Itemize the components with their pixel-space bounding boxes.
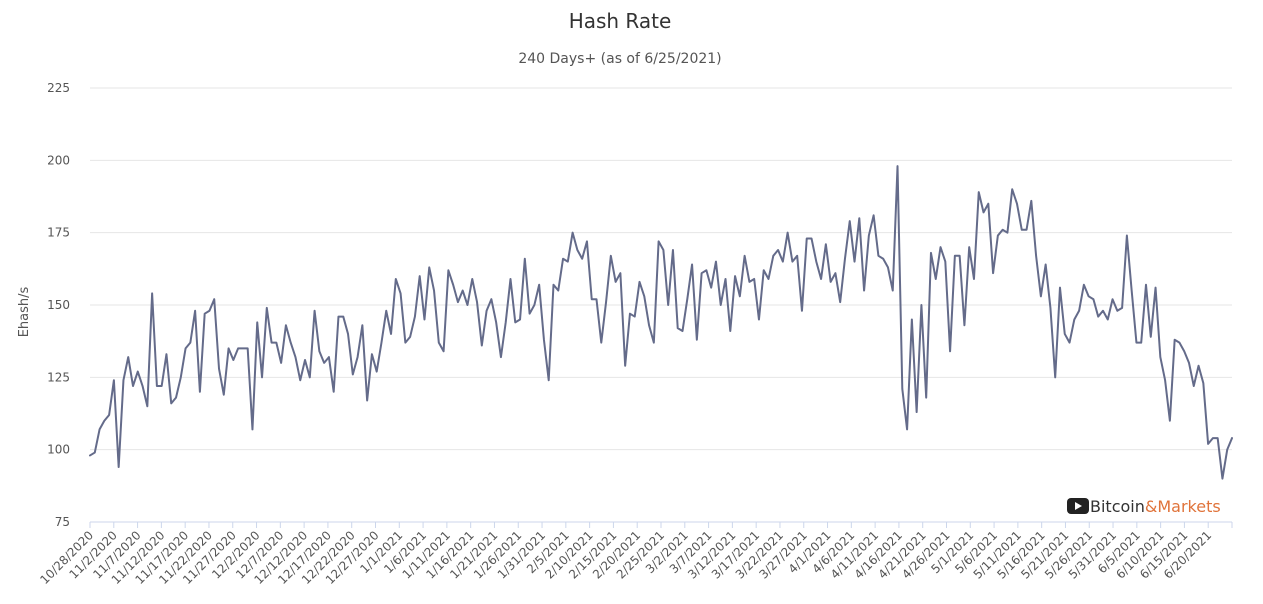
grid-lines bbox=[90, 87, 1232, 451]
chart-title: Hash Rate bbox=[569, 9, 672, 33]
y-tick-label: 200 bbox=[47, 153, 70, 167]
y-tick-label: 75 bbox=[55, 515, 70, 529]
y-tick-label: 100 bbox=[47, 443, 70, 457]
y-tick-label: 225 bbox=[47, 81, 70, 95]
series-layer bbox=[89, 165, 1233, 480]
play-icon-triangle bbox=[1075, 502, 1082, 510]
watermark-text: Bitcoin&Markets bbox=[1090, 497, 1221, 516]
y-tick-label: 175 bbox=[47, 226, 70, 240]
y-tick-label: 150 bbox=[47, 298, 70, 312]
hash-rate-line bbox=[89, 165, 1233, 480]
chart-subtitle: 240 Days+ (as of 6/25/2021) bbox=[518, 51, 721, 67]
watermark-bitcoin: Bitcoin bbox=[1090, 497, 1145, 516]
y-tick-label: 125 bbox=[47, 370, 70, 384]
y-axis-label: Ehash/s bbox=[17, 286, 32, 337]
y-axis-ticks: 75 100 125 150 175 200 225 bbox=[47, 81, 70, 529]
watermark: Bitcoin&Markets bbox=[1067, 497, 1221, 516]
watermark-markets: &Markets bbox=[1145, 497, 1221, 516]
x-axis-ticks: 10/28/202011/2/202011/7/202011/12/202011… bbox=[37, 522, 1233, 587]
